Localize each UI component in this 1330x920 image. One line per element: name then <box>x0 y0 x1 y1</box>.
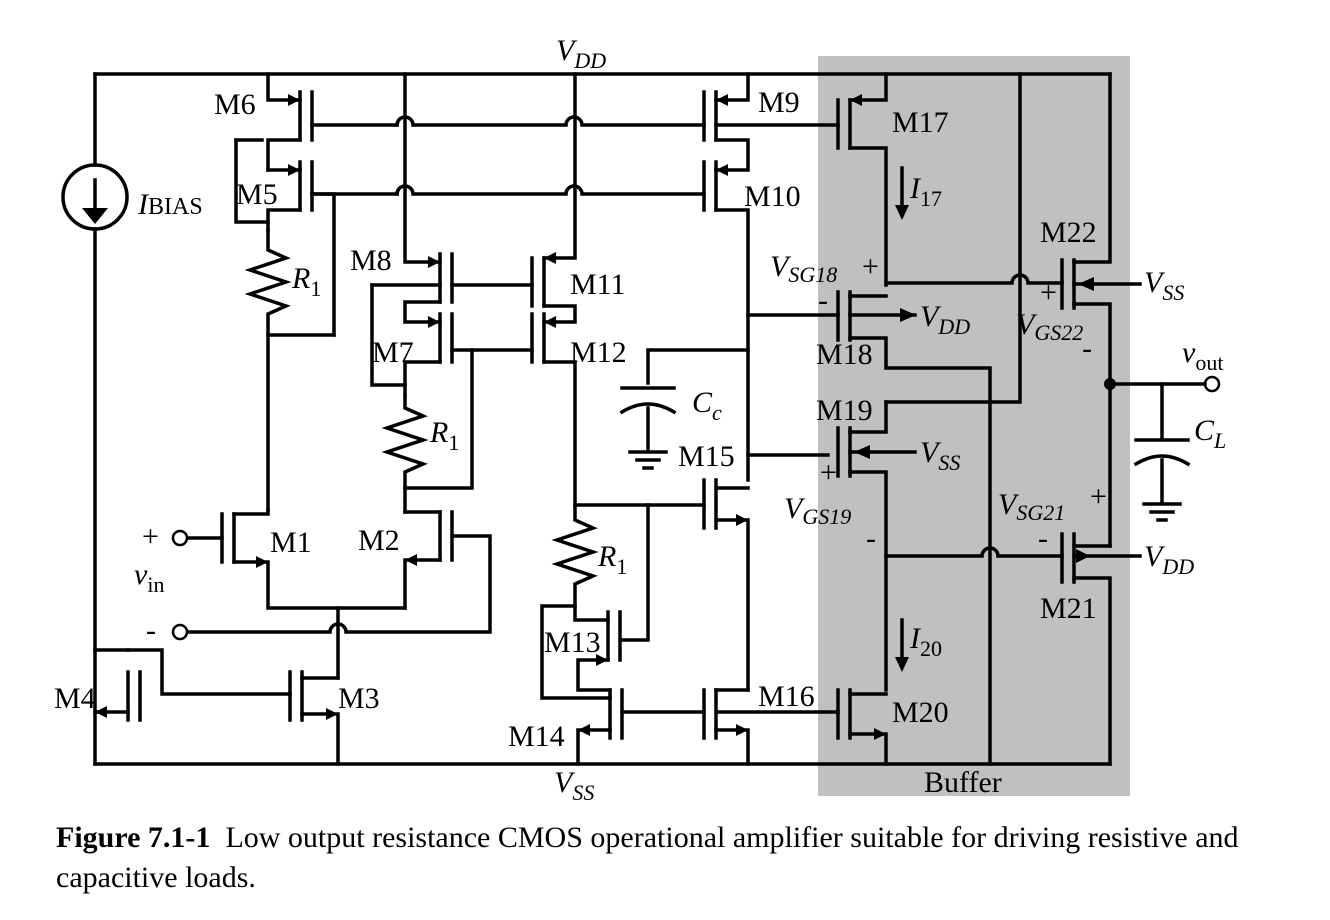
m4-m3-mirror <box>93 648 340 766</box>
vsg18-plus: + <box>862 250 879 283</box>
m15-transistor <box>573 453 830 692</box>
m3-label: M3 <box>338 682 380 715</box>
m14-m16-stack <box>576 688 840 766</box>
vsg21-minus: - <box>1038 522 1048 555</box>
r1-left <box>244 228 336 512</box>
m14-label: M14 <box>508 720 565 753</box>
i20-label: I20 <box>909 622 942 661</box>
m22-label: M22 <box>1040 216 1097 249</box>
vin-label: vin <box>134 558 164 597</box>
ibias-source <box>61 72 130 652</box>
m8-m7-stack <box>370 252 534 397</box>
m17-label: M17 <box>892 106 949 139</box>
m20-label: M20 <box>892 696 949 729</box>
vout-label: vout <box>1182 336 1223 375</box>
m21-body-vdd: VDD <box>1144 540 1194 579</box>
vdd-drop-m8 <box>403 72 442 264</box>
vgs19-label: VGS19 <box>784 492 851 529</box>
vin-minus-terminal <box>171 623 189 641</box>
vsg21-label: VSG21 <box>998 488 1065 525</box>
m16-label: M16 <box>758 680 815 713</box>
figure-caption: Figure 7.1-1 Low output resistance CMOS … <box>56 818 1296 898</box>
m19-body-vss: VSS <box>920 436 960 475</box>
r1-left-label: R1 <box>291 262 321 301</box>
r1-middle-label: R1 <box>429 416 459 455</box>
figure-caption-text: Low output resistance CMOS operational a… <box>56 821 1239 894</box>
m18-source-vdd: VDD <box>920 300 970 339</box>
buffer-region <box>818 56 1130 796</box>
m19-label: M19 <box>816 394 873 427</box>
m12-label: M12 <box>570 336 627 369</box>
vin-plus-terminal <box>171 529 189 547</box>
vin-plus-sign: + <box>142 520 159 553</box>
buffer-circuit <box>836 72 1207 766</box>
vgs22-plus: + <box>1040 276 1057 309</box>
input-pair <box>186 508 492 680</box>
cl-capacitor <box>1133 382 1191 522</box>
vgs19-minus: - <box>866 522 876 555</box>
m11-label: M11 <box>570 268 626 301</box>
vdd-drop-m11 <box>542 72 577 260</box>
m13-label: M13 <box>544 626 601 659</box>
m6-m5-stack <box>234 72 399 337</box>
cc-capacitor <box>619 386 677 470</box>
m10-label: M10 <box>744 180 801 213</box>
m6-label: M6 <box>214 88 256 121</box>
r1-middle <box>381 348 474 514</box>
m7-label: M7 <box>372 336 414 369</box>
ibias-label: IBIAS <box>137 188 203 221</box>
r1-right-label: R1 <box>597 540 627 579</box>
m8-label: M8 <box>350 244 392 277</box>
m13-transistor <box>576 610 622 692</box>
vsg18-label: VSG18 <box>770 250 837 287</box>
r1-right <box>540 503 650 700</box>
bias-lines <box>395 115 840 196</box>
vgs22-label: VGS22 <box>1016 308 1083 345</box>
vgs22-minus: - <box>1082 332 1092 365</box>
m22-body-vss: VSS <box>1144 266 1184 305</box>
m15-label: M15 <box>678 440 735 473</box>
vss-label: VSS <box>554 766 594 805</box>
vout-terminal <box>1203 375 1221 393</box>
figure-number: Figure 7.1-1 <box>56 821 211 854</box>
vsg21-plus: + <box>1090 480 1107 513</box>
m5-label: M5 <box>236 178 278 211</box>
m2-label: M2 <box>358 524 400 557</box>
m11-m12-stack <box>530 252 577 507</box>
vsg18-minus: - <box>818 284 828 317</box>
m21-label: M21 <box>1040 592 1097 625</box>
m1-label: M1 <box>270 526 312 559</box>
vdd-label: VDD <box>556 34 606 73</box>
m9-m10-stack <box>646 72 840 482</box>
vin-minus-sign: - <box>146 614 156 647</box>
vgs19-plus: + <box>820 456 837 489</box>
m4-label: M4 <box>54 682 96 715</box>
m9-label: M9 <box>758 86 800 119</box>
m18-label: M18 <box>816 338 873 371</box>
cc-label: Cc <box>692 386 722 425</box>
cl-label: CL <box>1194 414 1226 453</box>
op-amp-schematic: VDD VSS IBIAS M6 M5 M8 M7 M11 M12 M9 M10… <box>54 34 1226 805</box>
buffer-label: Buffer <box>924 766 1002 799</box>
i17-label: I17 <box>909 172 942 211</box>
